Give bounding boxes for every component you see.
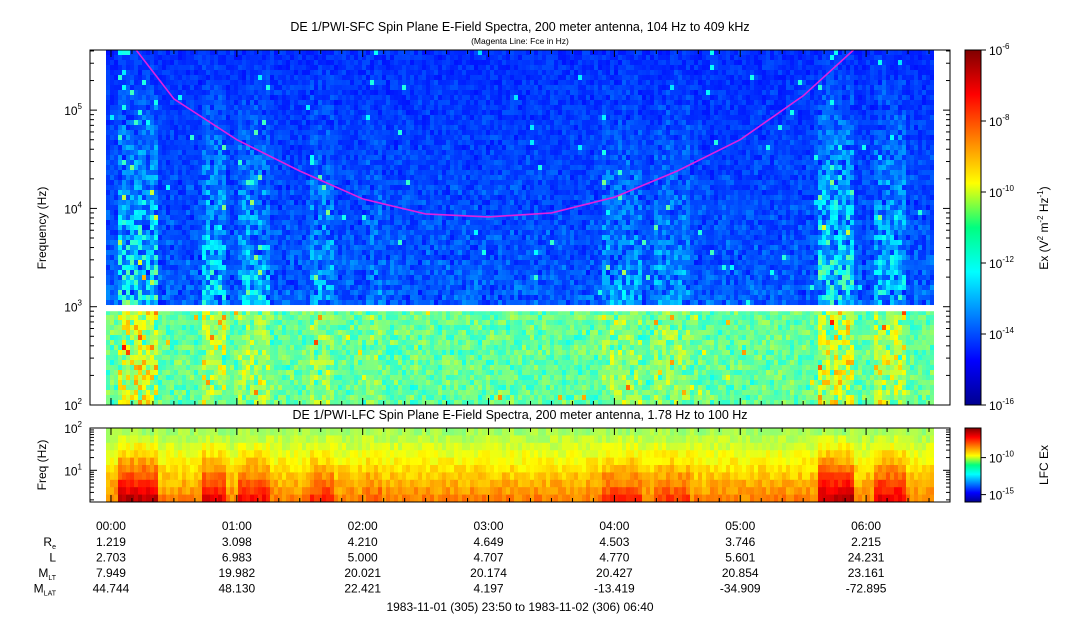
ephemeris-value: 20.854 [722, 566, 759, 580]
ephemeris-row-label: MLAT [34, 582, 57, 598]
colorbar-tick-label: 10-14 [989, 326, 1014, 342]
time-tick-label: 01:00 [222, 519, 252, 533]
top-y-axis: 102 103 104 105 [64, 50, 950, 413]
top-colorbar [964, 49, 982, 406]
time-tick-label: 00:00 [96, 519, 126, 533]
ephemeris-value: 4.649 [474, 535, 504, 549]
ephemeris-value: 48.130 [218, 582, 255, 596]
time-tick-label: 06:00 [851, 519, 881, 533]
colorbar-tick-label: 10-12 [989, 255, 1014, 271]
ephemeris-value: 4.707 [474, 551, 504, 565]
ephemeris-value: 6.983 [222, 551, 252, 565]
top-plot-frame [89, 49, 951, 406]
ephemeris-value: 4.197 [474, 582, 504, 596]
bottom-panel-title: DE 1/PWI-LFC Spin Plane E-Field Spectra,… [292, 408, 747, 422]
fce-line [135, 49, 855, 218]
y-tick-label: 102 [64, 397, 82, 413]
ephemeris-value: 20.174 [470, 566, 507, 580]
ephemeris-value: 4.503 [599, 535, 629, 549]
bottom-colorbar [964, 427, 982, 503]
time-range-label: 1983-11-01 (305) 23:50 to 1983-11-02 (30… [386, 600, 653, 614]
ephemeris-value: 19.982 [218, 566, 255, 580]
ephemeris-value: 7.949 [96, 566, 126, 580]
y-tick-label: 105 [64, 102, 82, 118]
top-panel-title: DE 1/PWI-SFC Spin Plane E-Field Spectra,… [290, 20, 749, 34]
ephemeris-row-label: L [49, 551, 56, 565]
bottom-spectrogram [106, 428, 934, 502]
bottom-y-axis: 101 102 [64, 420, 950, 501]
colorbar-tick-label: 10-10 [989, 450, 1014, 466]
ephemeris-row-label: Re [43, 535, 56, 551]
y-tick-label: 104 [64, 200, 82, 216]
time-tick-label: 02:00 [348, 519, 378, 533]
colorbar-tick-label: 10-6 [989, 42, 1010, 58]
ephemeris-value: 4.770 [599, 551, 629, 565]
ephemeris-value: -72.895 [846, 582, 887, 596]
ephemeris-value: 5.000 [348, 551, 378, 565]
ephemeris-row-label: MLT [38, 566, 56, 582]
bottom-plot-frame [89, 427, 951, 503]
ephemeris-value: 3.098 [222, 535, 252, 549]
colorbar-tick-label: 10-16 [989, 397, 1014, 413]
ephemeris-value: 20.021 [344, 566, 381, 580]
top-y-axis-label: Frequency (Hz) [35, 187, 49, 270]
ephemeris-value: -13.419 [594, 582, 635, 596]
top-colorbar-ticks: 10-6 10-8 10-10 10-12 10-14 10-16 [981, 42, 1014, 413]
time-tick-label: 05:00 [725, 519, 755, 533]
time-tick-label: 04:00 [599, 519, 629, 533]
y-tick-label: 101 [64, 462, 82, 478]
bottom-y-axis-label: Freq (Hz) [35, 440, 49, 491]
colorbar-tick-label: 10-15 [989, 487, 1014, 503]
ephemeris-value: 2.703 [96, 551, 126, 565]
colorbar-tick-label: 10-8 [989, 113, 1010, 129]
colorbar-tick-label: 10-10 [989, 184, 1014, 200]
y-tick-label: 102 [64, 420, 82, 436]
top-spectrogram [106, 50, 934, 405]
ephemeris-value: 23.161 [848, 566, 885, 580]
ephemeris-value: 44.744 [93, 582, 130, 596]
ephemeris-value: 22.421 [344, 582, 381, 596]
ephemeris-value: -34.909 [720, 582, 761, 596]
top-panel-subtitle: (Magenta Line: Fce in Hz) [471, 36, 569, 46]
ephemeris-table: Re 1.219 3.098 4.210 4.649 4.503 3.746 2.215 L 2.… [34, 535, 887, 598]
top-colorbar-label: Ex (V2 m-2 Hz-1) [1036, 186, 1051, 269]
time-tick-label: 03:00 [474, 519, 504, 533]
time-axis: 00:00 01:00 02:00 03:00 04:00 05:00 06:00 [89, 50, 951, 533]
ephemeris-value: 24.231 [848, 551, 885, 565]
bottom-colorbar-label: LFC Ex [1037, 445, 1051, 485]
bottom-colorbar-ticks: 10-10 10-15 [981, 450, 1014, 503]
ephemeris-value: 1.219 [96, 535, 126, 549]
ephemeris-value: 2.215 [851, 535, 881, 549]
y-tick-label: 103 [64, 299, 82, 315]
ephemeris-value: 5.601 [725, 551, 755, 565]
ephemeris-value: 4.210 [348, 535, 378, 549]
ephemeris-value: 3.746 [725, 535, 755, 549]
ephemeris-value: 20.427 [596, 566, 633, 580]
